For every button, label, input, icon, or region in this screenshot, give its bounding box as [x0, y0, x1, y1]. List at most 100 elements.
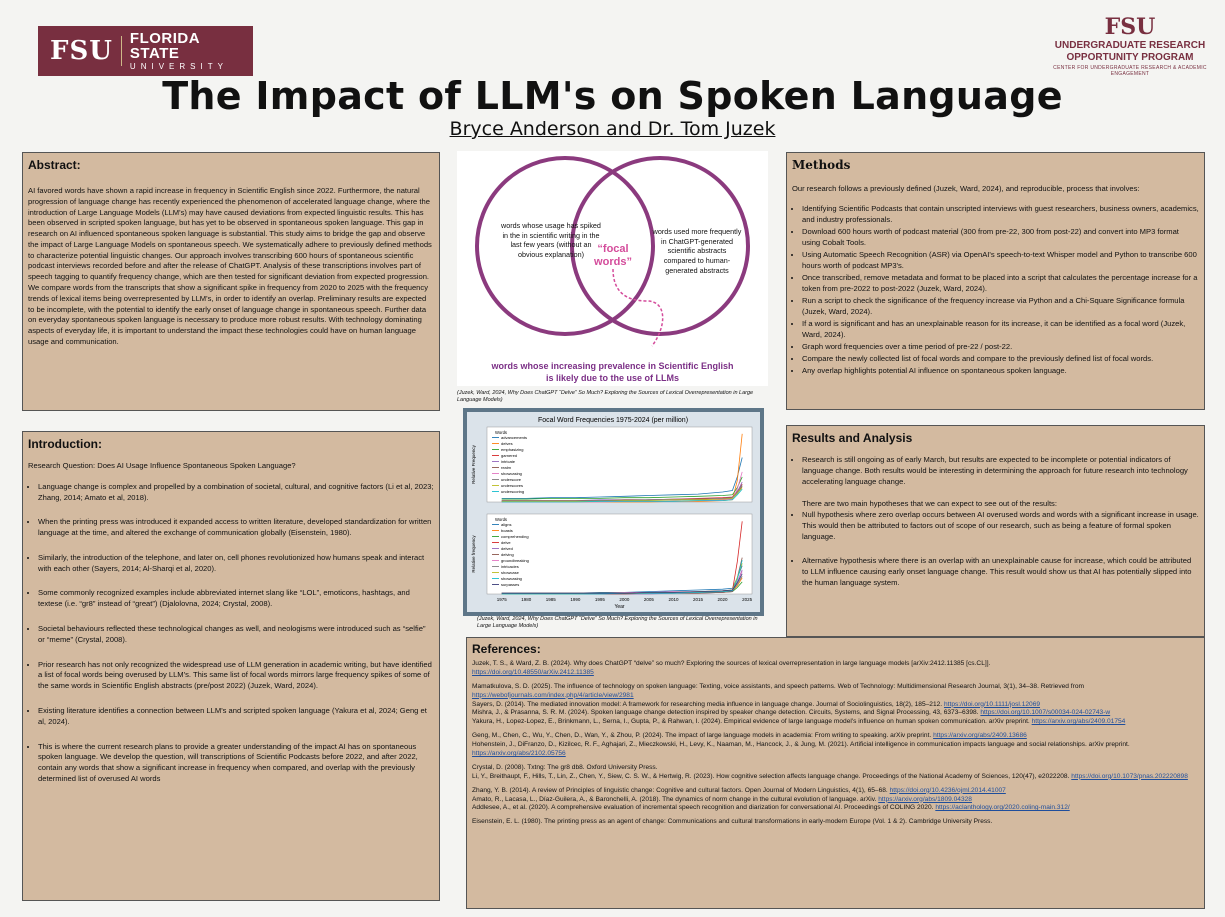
ref-text: Sayers, D. (2014). The mediated innovati… [472, 700, 943, 708]
chart-legend-label: showcasing [501, 471, 522, 476]
venn-right-text: words used more frequently in ChatGPT-ge… [652, 227, 742, 275]
ref-link[interactable]: https://webofjournals.com/index.php/4/ar… [472, 691, 634, 699]
ref-link[interactable]: https://doi.org/10.1111/josl.12069 [943, 700, 1041, 708]
ref-text: Zhang, Y. B. (2014). A review of Princip… [472, 786, 888, 794]
methods-list: Identifying Scientific Podcasts that con… [792, 203, 1199, 376]
venn-left-circle [475, 156, 655, 336]
chart-legend-label: delved [501, 546, 513, 551]
ref-link[interactable]: https://doi.org/10.48550/arXiv.2412.1138… [472, 668, 594, 676]
ref-text: Amato, R., Lacasa, L., Díaz-Guilera, A.,… [472, 795, 877, 803]
chart-legend-label: realm [501, 465, 512, 470]
reference-item: Hohenstein, J., DiFranzo, D., Kizilcec, … [472, 741, 1199, 759]
abstract-heading: Abstract: [28, 158, 81, 172]
ref-link[interactable]: https://aclanthology.org/2020.coling-mai… [935, 804, 1070, 812]
chart-legend-label: delving [501, 552, 514, 557]
ref-link[interactable]: https://arxiv.org/abs/2409.13686 [933, 732, 1027, 740]
ref-link[interactable]: https://arxiv.org/abs/2409.01754 [1031, 718, 1126, 726]
ref-link[interactable]: https://doi.org/10.4236/ojml.2014.41007 [889, 786, 1006, 794]
ref-text: Li, Y., Breithaupt, F., Hills, T., Lin, … [472, 772, 1070, 780]
chart-ylabel: Relative frequency [471, 535, 476, 573]
chart-xtick-label: 2015 [693, 597, 704, 602]
venn-caption: (Juzek, Ward, 2024, Why Does ChatGPT “De… [457, 390, 754, 403]
urop-line1: UNDERGRADUATE RESEARCH [1054, 40, 1206, 51]
chart-xtick-label: 1980 [521, 597, 532, 602]
chart-legend-label: underscore [501, 477, 522, 482]
ref-link[interactable]: https://arxiv.org/abs/1809.04328 [878, 795, 972, 803]
urop-line2: OPPORTUNITY PROGRAM [1066, 51, 1194, 63]
chart-legend-label: showcase [501, 570, 520, 575]
ref-link[interactable]: https://arxiv.org/abs/2102.05756 [472, 750, 566, 758]
intro-list: Language change is complex and propelled… [28, 482, 434, 785]
introduction-section: Introduction: Research Question: Does AI… [22, 431, 440, 901]
chart-xtick-label: 2005 [644, 597, 655, 602]
ref-text: Mishra, J., & Prasanna, S. R. M. (2024).… [472, 709, 979, 717]
ref-link[interactable]: https://doi.org/10.1007/s00034-024-02743… [980, 709, 1111, 717]
reference-item: Geng, M., Chen, C., Wu, Y., Chen, D., Wa… [472, 732, 1199, 741]
reference-item: Juzek, T. S., & Ward, Z. B. (2024). Why … [472, 660, 1199, 678]
university-name: FLORIDA STATE [129, 30, 200, 62]
chart-legend-label: advancements [501, 435, 527, 440]
venn-diagram: words whose usage has spiked in the in s… [457, 151, 768, 386]
results-subheading: There are two main hypotheses that we ca… [802, 499, 1057, 509]
chart-xtick-label: 1975 [497, 597, 508, 602]
ref-text: Hohenstein, J., DiFranzo, D., Kizilcec, … [472, 741, 1130, 749]
chart-xtick-label: 2025 [742, 597, 753, 602]
abstract-section: Abstract: AI favored words have shown a … [22, 152, 440, 411]
chart-xtick-label: 2010 [668, 597, 679, 602]
urop-mark: FSU [1104, 14, 1156, 40]
null-hypothesis: Null hypothesis where zero overlap occur… [802, 510, 1199, 542]
venn-center-text: “focal words” [594, 243, 632, 269]
chart-series-line [501, 476, 743, 500]
ref-text: Juzek, T. S., & Ward, Z. B. (2024). Why … [472, 660, 991, 667]
reference-item: Mamatkulova, S. D. (2025). The influence… [472, 683, 1199, 701]
fsu-mark: FSU [50, 36, 113, 66]
reference-item: Amato, R., Lacasa, L., Díaz-Guilera, A.,… [472, 796, 1199, 805]
chart-legend-label: delve [501, 540, 511, 545]
reference-item: Eisenstein, E. L. (1980). The printing p… [472, 818, 993, 826]
chart-legend-label: underscores [501, 483, 523, 488]
results-section: Results and Analysis Research is still o… [786, 425, 1205, 637]
reference-item: Li, Y., Breithaupt, F., Hills, T., Lin, … [472, 773, 1199, 782]
chart-series-line [501, 457, 743, 499]
chart-legend-label: intricate [501, 459, 516, 464]
results-hypotheses: Null hypothesis where zero overlap occur… [792, 510, 1199, 589]
methods-bullet: Identifying Scientific Podcasts that con… [802, 203, 1199, 225]
intro-bullet: This is where the current research plans… [38, 742, 434, 785]
chart-legend-label: delves [501, 441, 513, 446]
methods-bullet: Download 600 hours worth of podcast mate… [802, 226, 1199, 248]
methods-section: Methods Our research follows a previousl… [786, 152, 1205, 410]
reference-item: Sayers, D. (2014). The mediated innovati… [472, 701, 1199, 710]
chart-legend-label: showcasing [501, 576, 522, 581]
methods-bullet: Once transcribed, remove metadata and fo… [802, 272, 1199, 294]
chart-legend-label: intricacies [501, 564, 519, 569]
chart-ylabel: Relative Frequency [471, 444, 476, 484]
references-section: References: Juzek, T. S., & Ward, Z. B. … [466, 637, 1205, 909]
ref-link[interactable]: https://doi.org/10.1073/pnas.202220898 [1071, 772, 1188, 780]
methods-bullet: If a word is significant and has an unex… [802, 318, 1199, 340]
results-heading: Results and Analysis [792, 431, 913, 445]
intro-bullet: Prior research has not only recognized t… [38, 660, 434, 692]
chart-xtick-label: 1985 [546, 597, 557, 602]
intro-bullet: Some commonly recognized examples includ… [38, 588, 434, 610]
chart-legend-label: emphasizing [501, 447, 523, 452]
reference-item: Crystal, D. (2008). Txtng: The gr8 db8. … [472, 763, 658, 771]
results-bullet: Research is still ongoing as of early Ma… [802, 455, 1199, 487]
chart-xtick-label: 2020 [718, 597, 729, 602]
chart-panel [486, 513, 753, 595]
venn-left-text: words whose usage has spiked in the in s… [501, 221, 601, 260]
methods-lead: Our research follows a previously define… [792, 184, 1140, 193]
chart-legend-label: surpasses [501, 582, 519, 587]
urop-logo: FSU UNDERGRADUATE RESEARCH OPPORTUNITY P… [1040, 14, 1220, 77]
urop-line3: CENTER FOR UNDERGRADUATE RESEARCH & ACAD… [1053, 65, 1207, 77]
chart-canvas: Focal Word Frequencies 1975-2024 (per mi… [467, 412, 760, 612]
reference-item: Zhang, Y. B. (2014). A review of Princip… [472, 787, 1199, 796]
intro-bullet: Similarly, the introduction of the telep… [38, 553, 434, 575]
chart-title: Focal Word Frequencies 1975-2024 (per mi… [538, 417, 688, 424]
methods-bullet: Graph word frequencies over a time perio… [802, 341, 1199, 352]
ref-text: Addlesee, A., et al. (2020). A comprehen… [472, 804, 934, 812]
chart-xtick-label: 2000 [619, 597, 630, 602]
poster-title: The Impact of LLM's on Spoken Language [162, 74, 1063, 118]
chart-xtick-label: 1995 [595, 597, 606, 602]
ref-text: Mamatkulova, S. D. (2025). The influence… [472, 682, 1084, 690]
chart-legend-label: aligns [501, 522, 511, 527]
